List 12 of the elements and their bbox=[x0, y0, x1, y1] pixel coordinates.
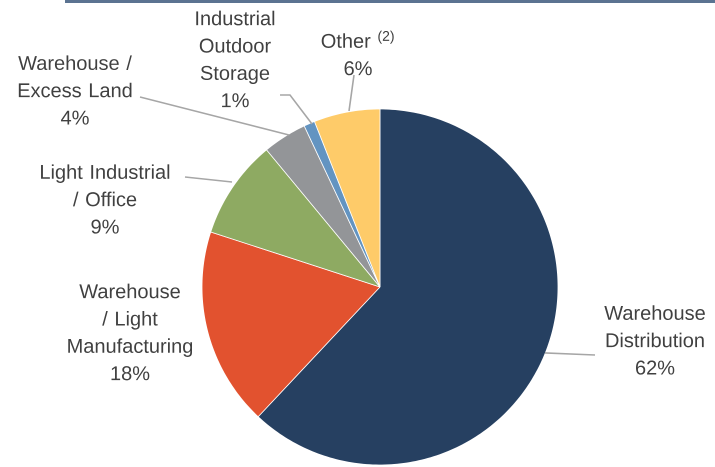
slice-label: Other $^{(2)}$ bbox=[322, 30, 394, 48]
slice-label: Light Industrial / Office bbox=[41, 164, 170, 206]
slice-label: Industrial Outdoor Storage bbox=[196, 10, 274, 84]
data-label: 1% bbox=[222, 93, 249, 108]
slice-label: Warehouse Distribution bbox=[604, 305, 705, 348]
data-label: 4% bbox=[61, 110, 89, 125]
data-label: 18% bbox=[112, 366, 150, 380]
slice-label: Warehouse / Excess Land bbox=[18, 55, 132, 98]
data-label: 6% bbox=[344, 61, 372, 76]
data-label: 62% bbox=[636, 360, 674, 375]
data-label: 9% bbox=[91, 220, 119, 234]
slice-label: Warehouse / Light Manufacturing bbox=[68, 284, 192, 357]
